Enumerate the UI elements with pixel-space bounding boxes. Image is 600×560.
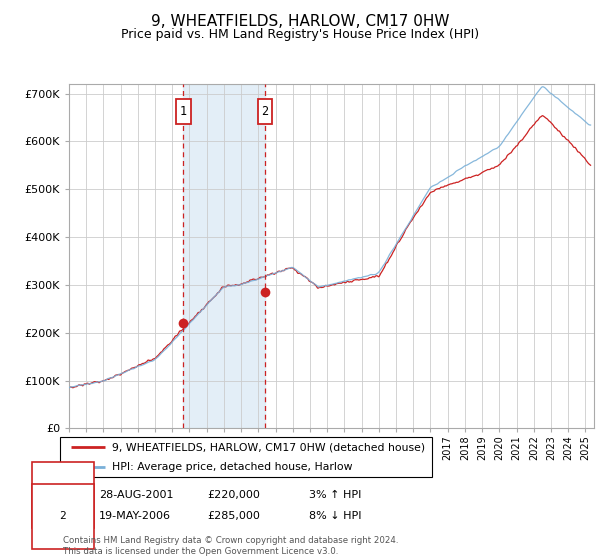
FancyBboxPatch shape — [176, 99, 191, 124]
Bar — [184, 84, 265, 428]
Text: 9, WHEATFIELDS, HARLOW, CM17 0HW: 9, WHEATFIELDS, HARLOW, CM17 0HW — [151, 14, 449, 29]
Text: £220,000: £220,000 — [207, 490, 260, 500]
Text: 28-AUG-2001: 28-AUG-2001 — [99, 490, 173, 500]
Text: Contains HM Land Registry data © Crown copyright and database right 2024.
This d: Contains HM Land Registry data © Crown c… — [63, 536, 398, 556]
Text: HPI: Average price, detached house, Harlow: HPI: Average price, detached house, Harl… — [112, 461, 353, 472]
Text: 9, WHEATFIELDS, HARLOW, CM17 0HW (detached house): 9, WHEATFIELDS, HARLOW, CM17 0HW (detach… — [112, 442, 425, 452]
Text: 19-MAY-2006: 19-MAY-2006 — [99, 511, 171, 521]
Text: 8% ↓ HPI: 8% ↓ HPI — [309, 511, 361, 521]
Text: £285,000: £285,000 — [207, 511, 260, 521]
Text: 3% ↑ HPI: 3% ↑ HPI — [309, 490, 361, 500]
Text: 1: 1 — [180, 105, 187, 118]
FancyBboxPatch shape — [257, 99, 272, 124]
Text: Price paid vs. HM Land Registry's House Price Index (HPI): Price paid vs. HM Land Registry's House … — [121, 28, 479, 41]
Text: 2: 2 — [262, 105, 268, 118]
Text: 2: 2 — [59, 511, 67, 521]
Text: 1: 1 — [59, 490, 67, 500]
FancyBboxPatch shape — [60, 437, 432, 477]
